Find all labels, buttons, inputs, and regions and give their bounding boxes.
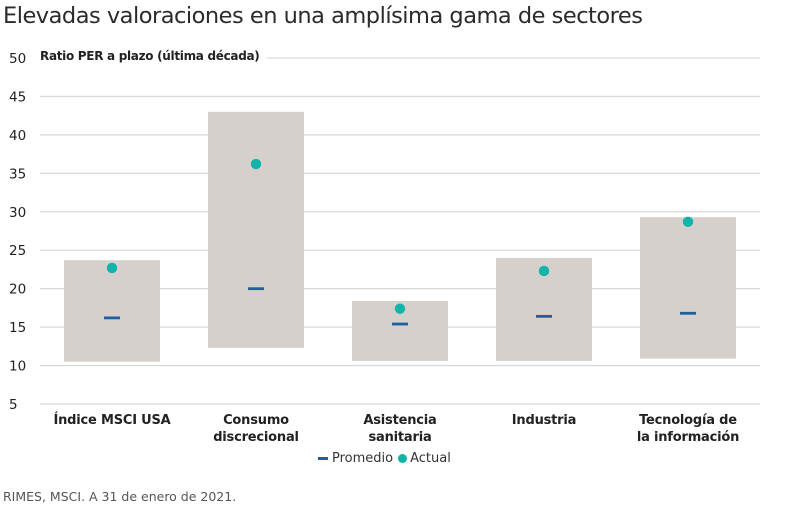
category-label-line: discrecional xyxy=(213,430,299,445)
y-tick-label: 10 xyxy=(9,359,26,375)
category-label-line: Tecnología de xyxy=(639,413,737,428)
current-marker xyxy=(682,216,694,227)
category-label-line: Asistencia xyxy=(363,413,437,428)
legend-average-swatch xyxy=(318,457,328,460)
y-tick-label: 35 xyxy=(9,166,26,182)
category-label-line: la información xyxy=(636,430,740,445)
average-markers xyxy=(104,287,696,326)
y-tick-label: 5 xyxy=(9,397,18,413)
category-label-line: Consumo xyxy=(223,413,289,428)
category-label: Índice MSCI USA xyxy=(32,412,192,429)
y-tick-label: 15 xyxy=(9,320,26,336)
y-tick-label: 45 xyxy=(9,89,26,105)
category-label-line: Índice MSCI USA xyxy=(53,413,171,428)
legend-current-label: Actual xyxy=(410,451,451,466)
current-marker xyxy=(538,265,550,277)
y-tick-label: 40 xyxy=(9,128,26,144)
y-tick-label: 20 xyxy=(9,282,26,298)
range-bar xyxy=(208,111,304,348)
category-label: Consumo discrecional xyxy=(176,412,336,446)
legend: Promedio Actual xyxy=(318,451,451,466)
category-label-line: sanitaria xyxy=(368,430,432,445)
current-marker xyxy=(106,262,118,274)
chart-title: Elevadas valoraciones en una amplísima g… xyxy=(3,3,643,29)
range-bars xyxy=(64,111,736,362)
y-tick-label: 50 xyxy=(9,51,26,67)
source-note: RIMES, MSCI. A 31 de enero de 2021. xyxy=(3,489,237,504)
current-marker xyxy=(250,158,262,170)
legend-current-swatch xyxy=(398,454,408,463)
current-markers xyxy=(106,158,694,314)
y-axis-label: Ratio PER a plazo (última década) xyxy=(40,49,268,63)
y-tick-labels: 50 45 40 35 30 25 20 15 10 5 xyxy=(9,51,26,413)
category-label: Industria xyxy=(464,412,624,429)
category-label-line: Industria xyxy=(511,413,577,428)
category-label: Asistencia sanitaria xyxy=(320,412,480,446)
range-bar xyxy=(64,260,160,362)
category-label: Tecnología de la información xyxy=(608,412,768,446)
y-tick-label: 30 xyxy=(9,205,26,221)
legend-average-label: Promedio xyxy=(332,451,394,466)
y-tick-label: 25 xyxy=(9,243,26,259)
range-bar xyxy=(640,217,736,359)
current-marker xyxy=(394,303,406,314)
